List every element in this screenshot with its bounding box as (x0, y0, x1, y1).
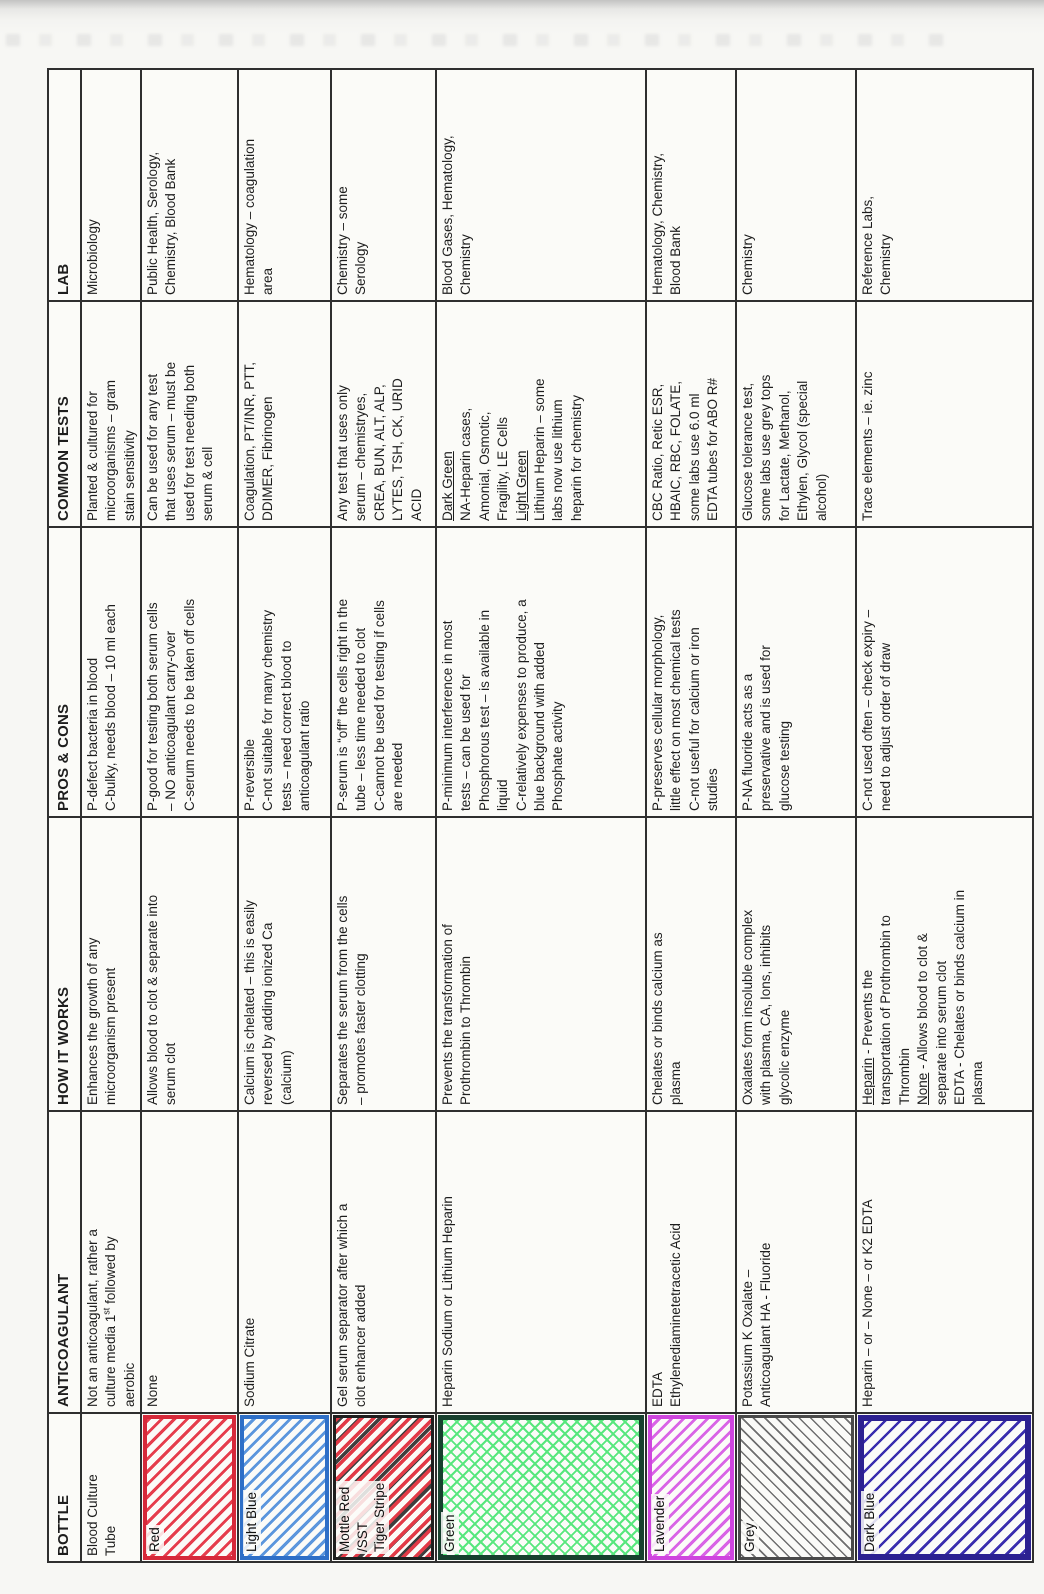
cell-mottle-red-sst-bottle: Mottle Red /SST Tiger Stripe (332, 1412, 437, 1561)
underlined-text: Dark Green (440, 451, 455, 521)
dark-blue-tube-swatch (858, 1415, 1031, 1560)
cell-lavender-how_it_works: Chelates or binds calcium as plasma (647, 816, 737, 1110)
cell-green-common_tests: Dark Green NA-Heparin cases, Amonial, Os… (437, 300, 647, 526)
cell-mottle-red-sst-pros_cons: P-serum is “off” the cells right in the … (332, 526, 437, 816)
cell-grey-how_it_works: Oxalates form insoluble complex with pla… (737, 816, 857, 1110)
cell-green-anticoagulant: Heparin Sodium or Lithium Heparin (437, 1110, 647, 1412)
cell-blood-culture-pros_cons: P-defect bacteria in blood C-bulky, need… (82, 526, 142, 816)
cell-dark-blue-anticoagulant: Heparin – or – None – or K2 EDTA (857, 1110, 1032, 1412)
column-header-how_it_works: HOW IT WORKS (49, 816, 82, 1110)
cell-grey-common_tests: Glucose tolerance test, some labs use gr… (737, 300, 857, 526)
green-tube-label: Green (441, 1512, 459, 1554)
column-header-pros_cons: PROS & CONS (49, 526, 82, 816)
green-tube-swatch (438, 1415, 644, 1560)
underlined-text: Light Green (513, 450, 529, 521)
cell-dark-blue-pros_cons: C-not used often – check expiry – need t… (857, 526, 1032, 816)
scan-bleed-through-marks (6, 34, 958, 46)
grey-tube-label: Grey (741, 1520, 759, 1554)
cell-grey-bottle: Grey (737, 1412, 857, 1561)
cell-blood-culture-common_tests: Planted & cultured for microorganisms – … (82, 300, 142, 526)
cell-red-anticoagulant: None (142, 1110, 239, 1412)
text-segment: st (101, 1307, 112, 1315)
cell-lavender-bottle: Lavender (647, 1412, 737, 1561)
cell-grey-pros_cons: P-NA fluoride acts as a preservative and… (737, 526, 857, 816)
cell-mottle-red-sst-common_tests: Any test that uses only serum – chemistr… (332, 300, 437, 526)
dark-blue-tube-label: Dark Blue (861, 1490, 879, 1554)
cell-mottle-red-sst-anticoagulant: Gel serum separator after which a clot e… (332, 1110, 437, 1412)
text-segment: - Allows blood to clot & separate into s… (915, 889, 986, 1105)
cell-green-how_it_works: Prevents the transformation of Prothromb… (437, 816, 647, 1110)
cell-light-blue-anticoagulant: Sodium Citrate (239, 1110, 332, 1412)
text-segment: NA-Heparin cases, Amonial, Osmotic, Frag… (458, 407, 511, 521)
cell-red-lab: Public Health, Serology, Chemistry, Bloo… (142, 70, 239, 300)
cell-red-bottle: Red (142, 1412, 239, 1561)
column-header-bottle: BOTTLE (49, 1412, 82, 1561)
red-tube-label: Red (146, 1525, 164, 1554)
blood-culture-tube-label: Blood Culture Tube (85, 1474, 119, 1556)
cell-light-blue-pros_cons: P-reversible C-not suitable for many che… (239, 526, 332, 816)
cell-red-pros_cons: P-good for testing both serum cells – NO… (142, 526, 239, 816)
cell-grey-lab: Chemistry (737, 70, 857, 300)
cell-light-blue-common_tests: Coagulation, PT/INR, PTT, DDIMER, Fibrin… (239, 300, 332, 526)
cell-blood-culture-bottle: Blood Culture Tube (82, 1412, 142, 1561)
column-header-lab: LAB (49, 70, 82, 300)
text-segment: Lithium Heparin – some labs now use lith… (532, 378, 584, 521)
cell-green-lab: Blood Gases, Hematology, Chemistry (437, 70, 647, 300)
cell-blood-culture-lab: Microbiology (82, 70, 142, 300)
cell-dark-blue-lab: Reference Labs, Chemistry (860, 195, 894, 295)
cell-red-how_it_works: Allows blood to clot & separate into ser… (142, 816, 239, 1110)
underlined-text: Heparin (860, 1057, 875, 1105)
column-header-anticoagulant: ANTICOAGULANT (49, 1110, 82, 1412)
cell-mottle-red-sst-how_it_works: Separates the serum from the cells – pro… (332, 816, 437, 1110)
cell-lavender-common_tests: CBC Ratio, Retic ESR, HBAIC, RBC, FOLATE… (647, 300, 737, 526)
cell-grey-anticoagulant: Potassium K Oxalate – Anticoagulant HA -… (737, 1110, 857, 1412)
cell-dark-blue-bottle: Dark Blue (857, 1412, 1032, 1561)
cell-light-blue-bottle: Light Blue (239, 1412, 332, 1561)
cell-lavender-lab: Hematology, Chemistry, Blood Bank (647, 70, 737, 300)
cell-lavender-pros_cons: P-preserves cellular morphology, little … (647, 526, 737, 816)
cell-mottle-red-sst-lab: Chemistry – some Serology (332, 70, 437, 300)
column-header-common_tests: COMMON TESTS (49, 300, 82, 526)
cell-light-blue-lab: Hematology – coagulation area (239, 70, 332, 300)
cell-green-pros_cons: P-minimum interference in most tests – c… (437, 526, 647, 816)
cell-blood-culture-anticoagulant: Not an anticoagulant, rather a culture m… (82, 1110, 142, 1412)
cell-light-blue-how_it_works: Calcium is chelated – this is easily rev… (239, 816, 332, 1110)
mottle-red-sst-tube-label: Mottle Red /SST Tiger Stripe (336, 1480, 389, 1554)
cell-green-bottle: Green (437, 1412, 647, 1561)
underlined-text: None (915, 1072, 931, 1105)
cell-red-common_tests: Can be used for any test that uses serum… (142, 300, 239, 526)
light-blue-tube-label: Light Blue (243, 1489, 261, 1554)
cell-dark-blue-how_it_works: Heparin - Prevents the transportation of… (857, 816, 1032, 1110)
cell-blood-culture-how_it_works: Enhances the growth of any microorganism… (82, 816, 142, 1110)
lavender-tube-label: Lavender (651, 1493, 669, 1554)
cell-dark-blue-common_tests: Trace elements – ie. zinc (857, 300, 1032, 526)
cell-lavender-anticoagulant: EDTA Ethylenediaminetetracetic Acid (647, 1110, 737, 1412)
tube-guide-table: BOTTLE ANTICOAGULANT HOW IT WORKS PROS & CO… (47, 68, 1034, 1563)
